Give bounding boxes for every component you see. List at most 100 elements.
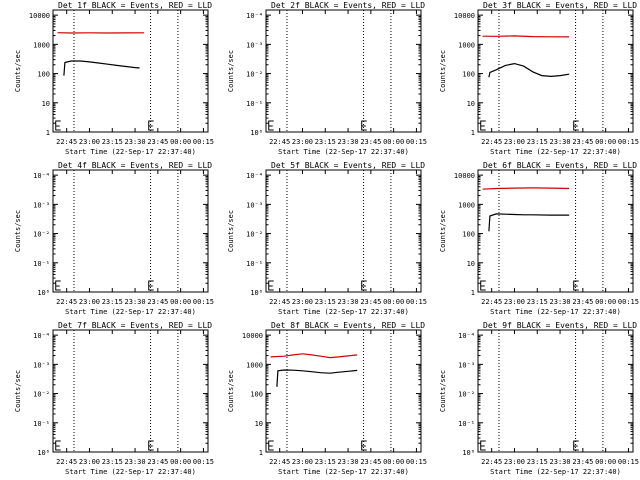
x-tick-label: 23:30 — [550, 298, 571, 306]
y-tick-label: 10⁰ — [250, 289, 263, 297]
interval-marker — [148, 440, 154, 451]
x-tick-label: 23:30 — [338, 138, 359, 146]
x-tick-label: 23:45 — [147, 138, 168, 146]
interval-marker — [361, 440, 367, 451]
x-tick-label: 23:15 — [102, 458, 123, 466]
series-events — [488, 213, 570, 232]
x-tick-label: 23:45 — [360, 458, 381, 466]
x-tick-label: 23:30 — [338, 298, 359, 306]
interval-marker — [268, 120, 274, 131]
x-tick-label: 23:30 — [125, 138, 146, 146]
y-tick-label: 100 — [250, 391, 263, 399]
panel-det-5: Det 5f BLACK = Events, RED = LLD 10⁰ 10⁻¹ 1… — [227, 161, 427, 316]
panel-title: Det 5f BLACK = Events, RED = LLD — [271, 161, 425, 170]
y-tick-label: 10⁻³ — [246, 41, 263, 49]
x-tick-label: 22:45 — [56, 138, 77, 146]
panel-title: Det 4f BLACK = Events, RED = LLD — [58, 161, 212, 170]
y-tick-label: 100 — [462, 231, 475, 239]
y-tick-label: 10000 — [454, 12, 475, 20]
interval-marker — [480, 440, 486, 451]
plot-frame — [265, 9, 422, 133]
x-axis-label: Start Time (22-Sep-17 22:37:40) — [65, 148, 196, 156]
y-tick-label: 1000 — [33, 41, 50, 49]
y-tick-label: 10⁻² — [246, 231, 263, 239]
x-tick-label: 00:00 — [170, 298, 191, 306]
x-tick-label: 23:00 — [79, 298, 100, 306]
x-tick-label: 23:15 — [527, 458, 548, 466]
x-tick-label: 00:00 — [383, 458, 404, 466]
y-tick-label: 10 — [255, 420, 263, 428]
y-axis-label: Counts/sec — [439, 370, 447, 412]
y-axis-label: Counts/sec — [439, 210, 447, 252]
y-tick-label: 10⁻³ — [246, 201, 263, 209]
y-tick-label: 10⁻⁴ — [246, 172, 263, 180]
series-lld — [270, 353, 358, 359]
x-tick-label: 23:45 — [572, 458, 593, 466]
x-tick-label: 23:00 — [504, 298, 525, 306]
y-tick-label: 10⁰ — [462, 449, 475, 457]
y-tick-label: 10⁻³ — [458, 361, 475, 369]
x-tick-label: 23:00 — [292, 138, 313, 146]
y-axis-label: Counts/sec — [227, 370, 235, 412]
y-tick-label: 1 — [471, 289, 475, 297]
panel-title: Det 7f BLACK = Events, RED = LLD — [58, 321, 212, 330]
x-tick-label: 00:15 — [618, 298, 639, 306]
x-tick-label: 23:00 — [504, 138, 525, 146]
panel-title: Det 2f BLACK = Events, RED = LLD — [271, 1, 425, 10]
y-axis-label: Counts/sec — [14, 50, 22, 92]
y-tick-label: 10000 — [242, 332, 263, 340]
y-tick-label: 10⁻¹ — [33, 260, 50, 268]
panel-det-3: Det 3f BLACK = Events, RED = LLD 1 10 100 10… — [439, 1, 639, 156]
x-tick-label: 23:00 — [79, 138, 100, 146]
y-axis-label: Counts/sec — [14, 370, 22, 412]
y-tick-label: 10⁻¹ — [246, 100, 263, 108]
x-tick-label: 00:15 — [406, 298, 427, 306]
y-tick-label: 1 — [471, 129, 475, 137]
y-axis-label: Counts/sec — [227, 50, 235, 92]
y-tick-label: 10⁻⁴ — [33, 172, 50, 180]
y-tick-label: 10⁻⁴ — [458, 332, 475, 340]
x-tick-label: 23:00 — [292, 458, 313, 466]
y-tick-label: 10⁻² — [33, 231, 50, 239]
plot-frame — [265, 169, 422, 293]
x-tick-label: 23:00 — [504, 458, 525, 466]
x-axis-label: Start Time (22-Sep-17 22:37:40) — [278, 468, 409, 476]
y-tick-label: 1 — [46, 129, 50, 137]
x-tick-label: 00:00 — [383, 298, 404, 306]
x-tick-label: 23:00 — [79, 458, 100, 466]
panel-det-7: Det 7f BLACK = Events, RED = LLD 10⁰ 10⁻¹ 1… — [14, 321, 214, 476]
x-axis-label: Start Time (22-Sep-17 22:37:40) — [490, 308, 621, 316]
x-tick-label: 23:45 — [147, 458, 168, 466]
interval-marker — [573, 280, 579, 291]
panel-det-2: Det 2f BLACK = Events, RED = LLD 10⁰ 10⁻¹ 1… — [227, 1, 427, 156]
x-tick-label: 22:45 — [269, 458, 290, 466]
x-tick-label: 23:15 — [527, 298, 548, 306]
y-tick-label: 10000 — [29, 12, 50, 20]
x-tick-label: 23:45 — [572, 298, 593, 306]
x-tick-label: 23:45 — [360, 138, 381, 146]
x-tick-label: 00:15 — [406, 138, 427, 146]
x-tick-label: 00:15 — [193, 458, 214, 466]
y-tick-label: 100 — [37, 71, 50, 79]
x-tick-label: 23:30 — [338, 458, 359, 466]
x-axis-label: Start Time (22-Sep-17 22:37:40) — [278, 148, 409, 156]
plot-frame — [52, 329, 209, 453]
x-tick-label: 23:45 — [147, 298, 168, 306]
x-tick-label: 22:45 — [269, 298, 290, 306]
x-tick-label: 22:45 — [481, 298, 502, 306]
interval-marker — [573, 120, 579, 131]
series-events — [276, 369, 358, 387]
x-tick-label: 23:00 — [292, 298, 313, 306]
y-tick-label: 10⁻⁴ — [246, 12, 263, 20]
interval-marker — [573, 440, 579, 451]
y-tick-label: 100 — [462, 71, 475, 79]
y-tick-label: 10⁻¹ — [246, 260, 263, 268]
x-tick-label: 00:00 — [595, 138, 616, 146]
y-tick-label: 1000 — [246, 361, 263, 369]
x-tick-label: 00:00 — [170, 458, 191, 466]
y-axis-label: Counts/sec — [14, 210, 22, 252]
x-tick-label: 00:00 — [383, 138, 404, 146]
x-tick-label: 23:30 — [550, 458, 571, 466]
y-tick-label: 10⁻³ — [33, 201, 50, 209]
